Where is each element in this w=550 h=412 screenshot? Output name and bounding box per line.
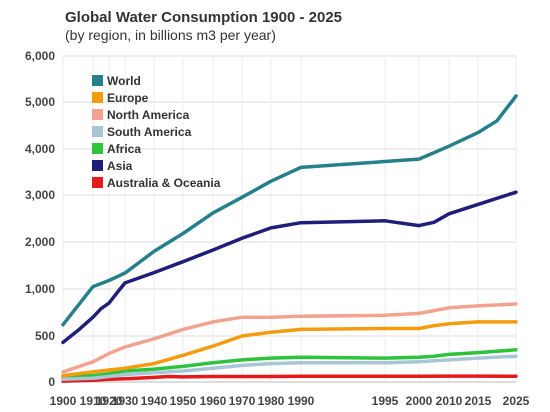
legend-label-south-america: South America	[107, 125, 192, 139]
y-tick-label: 5,000	[25, 95, 55, 109]
x-tick-label: 2000	[406, 394, 433, 408]
x-tick-label: 1990	[288, 394, 315, 408]
chart-subtitle: (by region, in billions m3 per year)	[65, 27, 276, 43]
x-tick-label: 1920	[96, 394, 123, 408]
series-line-asia	[61, 190, 518, 345]
legend-label-asia: Asia	[107, 159, 133, 173]
legend-swatch-north-america	[92, 109, 103, 120]
series-line-world	[61, 94, 518, 327]
series-line-africa	[61, 348, 518, 380]
x-tick-label: 1960	[200, 394, 227, 408]
x-tick-label: 1970	[229, 394, 256, 408]
y-tick-label: 0	[48, 375, 55, 389]
legend-swatch-australia-oceania	[92, 177, 103, 188]
legend-label-world: World	[107, 74, 141, 88]
legend-label-europe: Europe	[107, 91, 149, 105]
x-tick-label: 1995	[372, 394, 399, 408]
legend-swatch-world	[92, 75, 103, 86]
x-tick-label: 1950	[170, 394, 197, 408]
legend-swatch-asia	[92, 160, 103, 171]
x-tick-label: 1940	[141, 394, 168, 408]
series-line-south-america	[61, 354, 518, 381]
x-tick-label: 1900	[50, 394, 77, 408]
legend-swatch-south-america	[92, 126, 103, 137]
x-tick-label: 1930	[112, 394, 139, 408]
legend-swatch-africa	[92, 143, 103, 154]
legend-label-australia-oceania: Australia & Oceania	[107, 176, 221, 190]
y-tick-label: 4,000	[25, 142, 55, 156]
chart-title: Global Water Consumption 1900 - 2025	[65, 9, 343, 26]
x-tick-label: 2015	[465, 394, 492, 408]
y-tick-label: 1,000	[25, 282, 55, 296]
y-tick-label: 3,000	[25, 188, 55, 202]
y-tick-label: 500	[35, 329, 55, 343]
y-tick-label: 6,000	[25, 49, 55, 63]
x-tick-label: 2025	[503, 394, 530, 408]
series-line-north-america	[61, 302, 518, 374]
x-tick-label: 1910	[80, 394, 107, 408]
x-tick-label: 1980	[258, 394, 285, 408]
series-line-europe	[61, 320, 518, 378]
series-line-australia-oceania	[61, 374, 518, 383]
legend-label-africa: Africa	[107, 142, 141, 156]
legend-label-north-america: North America	[107, 108, 190, 122]
legend-swatch-europe	[92, 92, 103, 103]
x-tick-label: 2010	[436, 394, 463, 408]
y-tick-label: 2,000	[25, 235, 55, 249]
